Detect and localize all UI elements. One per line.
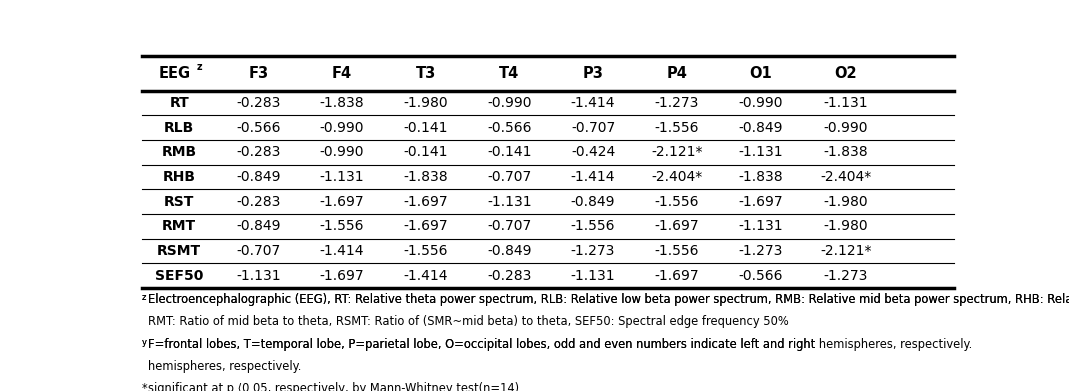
Text: -0.283: -0.283 — [236, 96, 280, 110]
Text: RSMT: RSMT — [157, 244, 201, 258]
Text: -0.141: -0.141 — [487, 145, 531, 159]
Text: z: z — [142, 294, 146, 303]
Text: Electroencephalographic (EEG), RT: Relative theta power spectrum, RLB: Relative : Electroencephalographic (EEG), RT: Relat… — [148, 294, 1069, 307]
Text: -1.131: -1.131 — [739, 145, 784, 159]
Text: EEG: EEG — [159, 66, 191, 81]
Text: -0.707: -0.707 — [236, 244, 280, 258]
Text: -1.273: -1.273 — [571, 244, 615, 258]
Text: -1.697: -1.697 — [320, 195, 365, 209]
Text: -1.131: -1.131 — [236, 269, 281, 283]
Text: y: y — [142, 338, 146, 347]
Text: -1.414: -1.414 — [320, 244, 365, 258]
Text: -0.990: -0.990 — [320, 120, 365, 135]
Text: -1.697: -1.697 — [739, 195, 784, 209]
Text: F=frontal lobes, T=temporal lobe, P=parietal lobe, O=occipital lobes, odd and ev: F=frontal lobes, T=temporal lobe, P=pari… — [148, 338, 972, 351]
Text: -1.556: -1.556 — [320, 219, 365, 233]
Text: F4: F4 — [331, 66, 352, 81]
Text: -1.131: -1.131 — [320, 170, 365, 184]
Text: -0.707: -0.707 — [487, 170, 531, 184]
Text: -1.414: -1.414 — [571, 96, 616, 110]
Text: -1.556: -1.556 — [654, 244, 699, 258]
Text: O1: O1 — [749, 66, 773, 81]
Text: -1.273: -1.273 — [654, 96, 699, 110]
Text: -1.131: -1.131 — [571, 269, 616, 283]
Text: RHB: RHB — [162, 170, 196, 184]
Text: P4: P4 — [666, 66, 687, 81]
Text: -1.838: -1.838 — [403, 170, 448, 184]
Text: T4: T4 — [499, 66, 520, 81]
Text: -1.131: -1.131 — [487, 195, 531, 209]
Text: -2.404*: -2.404* — [820, 170, 871, 184]
Text: -2.121*: -2.121* — [820, 244, 871, 258]
Text: -0.849: -0.849 — [487, 244, 531, 258]
Text: O2: O2 — [835, 66, 857, 81]
Text: RLB: RLB — [164, 120, 195, 135]
Text: -1.980: -1.980 — [403, 96, 448, 110]
Text: -0.990: -0.990 — [823, 120, 868, 135]
Text: -0.141: -0.141 — [403, 145, 448, 159]
Text: -0.990: -0.990 — [739, 96, 784, 110]
Text: F=frontal lobes, T=temporal lobe, P=parietal lobe, O=occipital lobes, odd and ev: F=frontal lobes, T=temporal lobe, P=pari… — [148, 338, 815, 351]
Text: -0.566: -0.566 — [739, 269, 784, 283]
Text: -1.697: -1.697 — [654, 219, 699, 233]
Text: -0.566: -0.566 — [236, 120, 280, 135]
Text: significant at p ⟨0.05, respectively, by Mann-Whitney test(n=14).: significant at p ⟨0.05, respectively, by… — [148, 382, 523, 391]
Text: z: z — [197, 62, 203, 72]
Text: -1.838: -1.838 — [823, 145, 868, 159]
Text: -0.707: -0.707 — [571, 120, 615, 135]
Text: -1.273: -1.273 — [824, 269, 868, 283]
Text: -0.849: -0.849 — [236, 219, 280, 233]
Text: P3: P3 — [583, 66, 604, 81]
Text: -1.414: -1.414 — [571, 170, 616, 184]
Text: -1.980: -1.980 — [823, 219, 868, 233]
Text: -1.414: -1.414 — [403, 269, 448, 283]
Text: -1.697: -1.697 — [320, 269, 365, 283]
Text: -0.566: -0.566 — [487, 120, 531, 135]
Text: -1.131: -1.131 — [739, 219, 784, 233]
Text: -0.707: -0.707 — [487, 219, 531, 233]
Text: z: z — [142, 294, 146, 303]
Text: -0.849: -0.849 — [571, 195, 616, 209]
Text: -1.980: -1.980 — [823, 195, 868, 209]
Text: -1.273: -1.273 — [739, 244, 784, 258]
Text: -0.990: -0.990 — [320, 145, 365, 159]
Text: -0.283: -0.283 — [487, 269, 531, 283]
Text: -0.990: -0.990 — [487, 96, 531, 110]
Text: Electroencephalographic (EEG), RT: Relative theta power spectrum, RLB: Relative : Electroencephalographic (EEG), RT: Relat… — [148, 294, 1069, 307]
Text: -1.556: -1.556 — [403, 244, 448, 258]
Text: RMT: Ratio of mid beta to theta, RSMT: Ratio of (SMR~mid beta) to theta, SEF50: : RMT: Ratio of mid beta to theta, RSMT: R… — [148, 315, 789, 328]
Text: *: * — [142, 382, 148, 391]
Text: -0.849: -0.849 — [739, 120, 784, 135]
Text: -0.424: -0.424 — [571, 145, 615, 159]
Text: RMT: RMT — [162, 219, 197, 233]
Text: -1.556: -1.556 — [654, 120, 699, 135]
Text: -1.556: -1.556 — [571, 219, 616, 233]
Text: -2.404*: -2.404* — [651, 170, 702, 184]
Text: y: y — [142, 338, 146, 347]
Text: -0.283: -0.283 — [236, 195, 280, 209]
Text: -1.697: -1.697 — [654, 269, 699, 283]
Text: -0.283: -0.283 — [236, 145, 280, 159]
Text: -1.556: -1.556 — [654, 195, 699, 209]
Text: RT: RT — [169, 96, 189, 110]
Text: -1.697: -1.697 — [403, 195, 448, 209]
Text: -1.131: -1.131 — [823, 96, 868, 110]
Text: hemispheres, respectively.: hemispheres, respectively. — [148, 360, 301, 373]
Text: RST: RST — [164, 195, 195, 209]
Text: F3: F3 — [248, 66, 268, 81]
Text: -0.141: -0.141 — [403, 120, 448, 135]
Text: -2.121*: -2.121* — [651, 145, 702, 159]
Text: SEF50: SEF50 — [155, 269, 203, 283]
Text: -1.697: -1.697 — [403, 219, 448, 233]
Text: -1.838: -1.838 — [739, 170, 784, 184]
Text: T3: T3 — [416, 66, 436, 81]
Text: RMB: RMB — [161, 145, 197, 159]
Text: -1.838: -1.838 — [320, 96, 365, 110]
Text: -0.849: -0.849 — [236, 170, 280, 184]
